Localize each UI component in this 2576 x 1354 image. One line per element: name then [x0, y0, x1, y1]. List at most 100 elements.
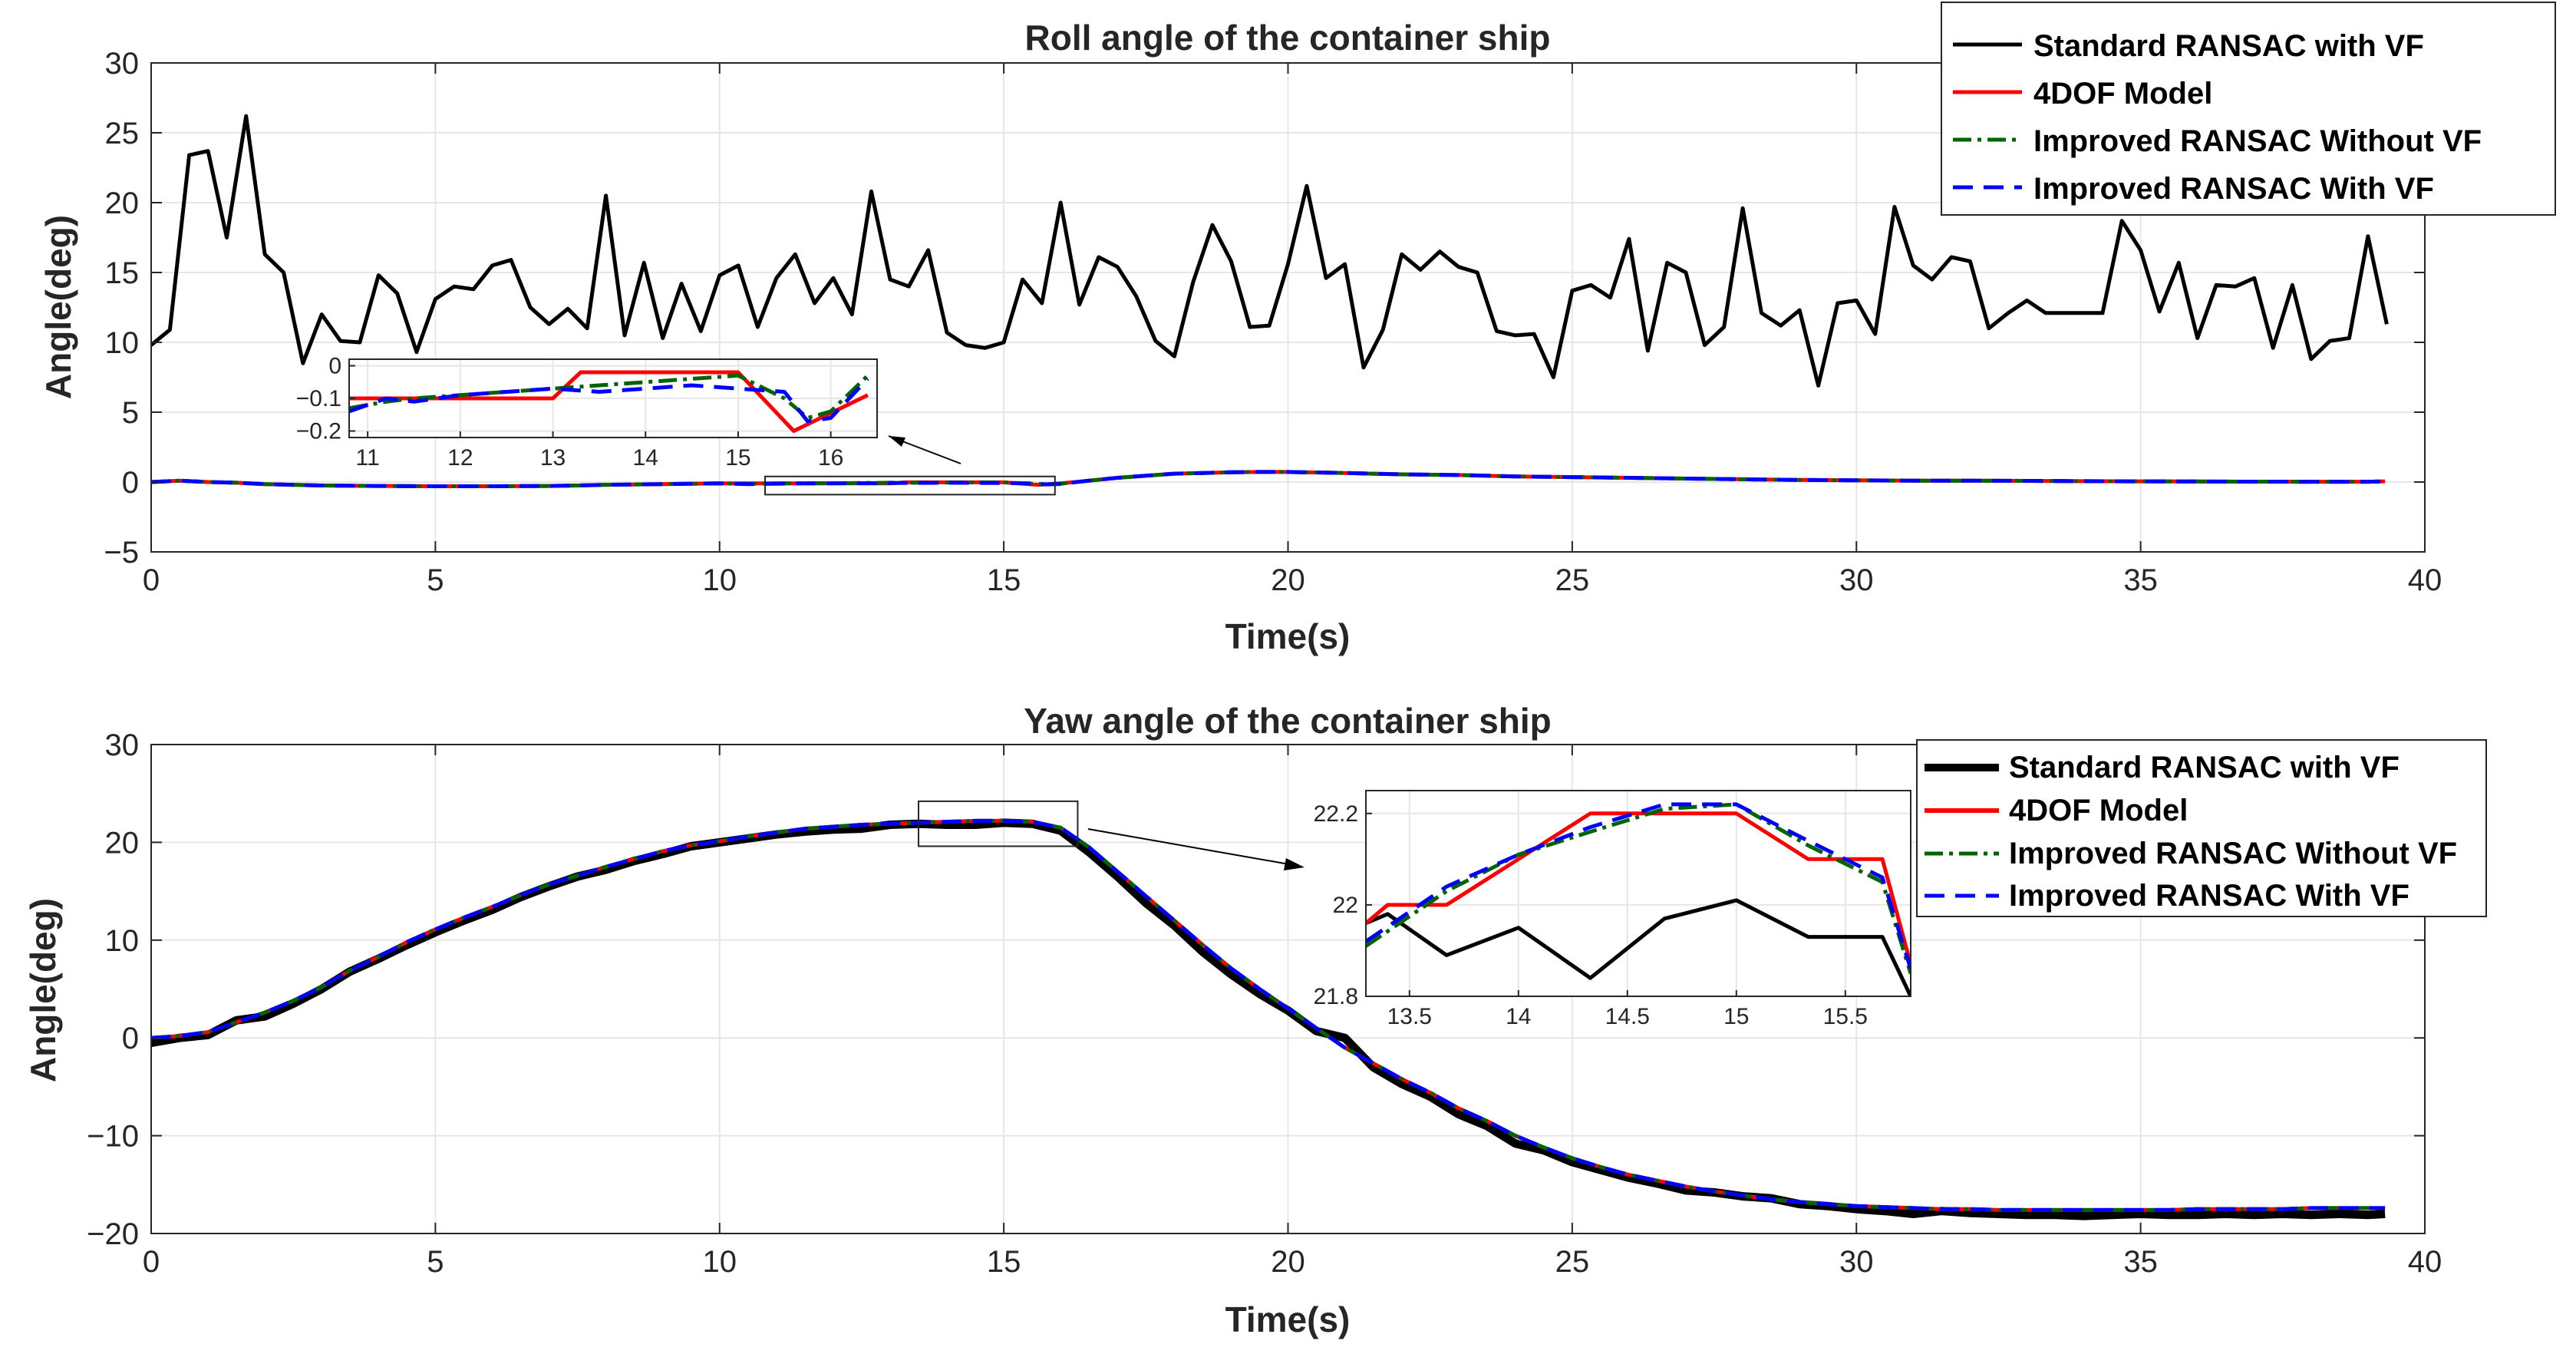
series-line — [349, 377, 869, 424]
x-axis-label: Time(s) — [1225, 1300, 1351, 1339]
x-tick-label: 15 — [987, 563, 1021, 597]
y-tick-label: 30 — [105, 47, 140, 81]
y-axis-label: Angle(deg) — [38, 215, 78, 399]
x-tick-label: 5 — [427, 563, 444, 597]
legend-entry: Standard RANSAC with VF — [1953, 29, 2424, 63]
inset-plot: 13.5 14 14.5 15 15.5 21.8 22 22.2 — [1314, 790, 1911, 1029]
inset-plot: 11 12 13 14 15 16 0 −0.1 −0.2 — [296, 354, 878, 471]
x-tick-label: 20 — [1271, 563, 1305, 597]
inset-x-tick-label: 15 — [1723, 1004, 1749, 1029]
y-tick-label: 25 — [105, 117, 140, 150]
series-group — [151, 818, 2386, 1220]
series-line — [349, 373, 869, 420]
inset-ticks: 11 12 13 14 15 16 0 −0.1 −0.2 — [296, 354, 844, 471]
series-line — [1366, 802, 1911, 970]
x-tick-label: 20 — [1271, 1245, 1305, 1279]
y-tick-label: 5 — [122, 396, 139, 430]
legend: Standard RANSAC with VF 4DOF Model Impro… — [1941, 2, 2556, 216]
yaw-chart: Yaw angle of the container ship 0 5 10 15 20… — [23, 701, 2487, 1339]
inset-x-tick-label: 15 — [725, 445, 750, 471]
inset-y-tick-label: −0.2 — [296, 419, 341, 444]
series-line — [151, 470, 2386, 488]
legend-label: Improved RANSAC With VF — [2009, 879, 2409, 913]
series-line — [1366, 898, 1911, 996]
inset-ticks: 13.5 14 14.5 15 15.5 21.8 22 22.2 — [1314, 801, 1868, 1029]
inset-y-tick-label: 22 — [1333, 893, 1358, 918]
inset-series — [349, 370, 869, 433]
series-group — [151, 114, 2389, 488]
zoom-box — [918, 800, 1079, 847]
legend-box — [1941, 2, 2556, 216]
legend-label: Improved RANSAC With VF — [2033, 172, 2434, 206]
x-tick-label: 40 — [2408, 1245, 2442, 1279]
axis-ticks: 0 5 10 15 20 25 30 35 40 −20 −10 0 10 20 30 — [87, 728, 2442, 1279]
legend-label: Improved RANSAC Without VF — [2033, 124, 2482, 158]
legend-entry: Standard RANSAC with VF — [1925, 751, 2400, 784]
x-tick-label: 30 — [1839, 1245, 1874, 1279]
inset-x-tick-label: 16 — [818, 445, 843, 471]
inset-x-tick-label: 14 — [1506, 1004, 1531, 1029]
legend-box — [1916, 739, 2487, 917]
y-tick-label: 10 — [105, 326, 140, 360]
chart-title: Roll angle of the container ship — [1025, 18, 1551, 58]
inset-x-tick-label: 13.5 — [1387, 1004, 1432, 1029]
series-line — [151, 818, 2386, 1212]
legend-label: Standard RANSAC with VF — [2033, 29, 2424, 63]
y-tick-label: 0 — [122, 1022, 139, 1055]
legend-entry: 4DOF Model — [1953, 77, 2212, 111]
zoom-box — [764, 475, 1056, 496]
inset-background — [1366, 791, 1911, 996]
inset-y-tick-label: −0.1 — [296, 386, 341, 411]
legend-entry: Improved RANSAC With VF — [1925, 879, 2409, 913]
x-tick-label: 10 — [703, 1245, 737, 1279]
zoom-arrowhead — [1284, 858, 1304, 870]
x-tick-label: 35 — [2123, 1245, 2158, 1279]
legend-entry: Improved RANSAC Without VF — [1925, 837, 2457, 870]
inset-x-tick-label: 11 — [356, 445, 380, 471]
chart-title: Yaw angle of the container ship — [1024, 701, 1552, 741]
legend-label: 4DOF Model — [2009, 794, 2188, 827]
y-tick-label: 20 — [105, 826, 140, 860]
legend-label: Improved RANSAC Without VF — [2009, 837, 2457, 870]
zoom-arrow — [1087, 828, 1290, 865]
x-tick-label: 10 — [703, 563, 737, 597]
y-tick-label: 30 — [105, 728, 140, 762]
x-tick-label: 5 — [427, 1245, 444, 1279]
inset-y-tick-label: 0 — [328, 354, 341, 379]
zoom-arrowhead — [889, 436, 905, 447]
series-line — [151, 470, 2386, 488]
inset-series — [1366, 802, 1911, 996]
y-tick-label: 10 — [105, 924, 140, 958]
legend-entry: 4DOF Model — [1925, 794, 2188, 827]
x-tick-label: 30 — [1839, 563, 1874, 597]
x-tick-label: 25 — [1555, 563, 1590, 597]
y-tick-label: 15 — [105, 256, 140, 290]
inset-x-tick-label: 14.5 — [1605, 1004, 1650, 1029]
legend-label: 4DOF Model — [2033, 77, 2212, 111]
inset-y-tick-label: 22.2 — [1314, 801, 1358, 827]
inset-x-tick-label: 12 — [447, 445, 473, 471]
y-tick-label: −5 — [104, 536, 139, 570]
y-tick-label: 20 — [105, 187, 140, 220]
x-tick-label: 0 — [143, 563, 160, 597]
roll-chart: Roll angle of the container ship 0 5 10 15 2… — [38, 2, 2556, 656]
series-line — [151, 114, 2389, 388]
inset-x-tick-label: 13 — [540, 445, 566, 471]
inset-x-tick-label: 15.5 — [1823, 1004, 1868, 1029]
y-tick-label: 0 — [122, 466, 139, 500]
inset-y-tick-label: 21.8 — [1314, 984, 1358, 1009]
y-axis-label: Angle(deg) — [23, 898, 63, 1082]
x-tick-label: 0 — [143, 1245, 160, 1279]
inset-x-tick-label: 14 — [633, 445, 658, 471]
x-tick-label: 40 — [2408, 563, 2442, 597]
series-line — [349, 370, 869, 433]
x-tick-label: 25 — [1555, 1245, 1590, 1279]
series-line — [151, 818, 2386, 1212]
inset-frame — [1365, 790, 1911, 997]
legend-label: Standard RANSAC with VF — [2009, 751, 2400, 784]
legend-entry: Improved RANSAC Without VF — [1953, 124, 2482, 158]
legend-entry: Improved RANSAC With VF — [1953, 172, 2434, 206]
x-tick-label: 15 — [987, 1245, 1021, 1279]
